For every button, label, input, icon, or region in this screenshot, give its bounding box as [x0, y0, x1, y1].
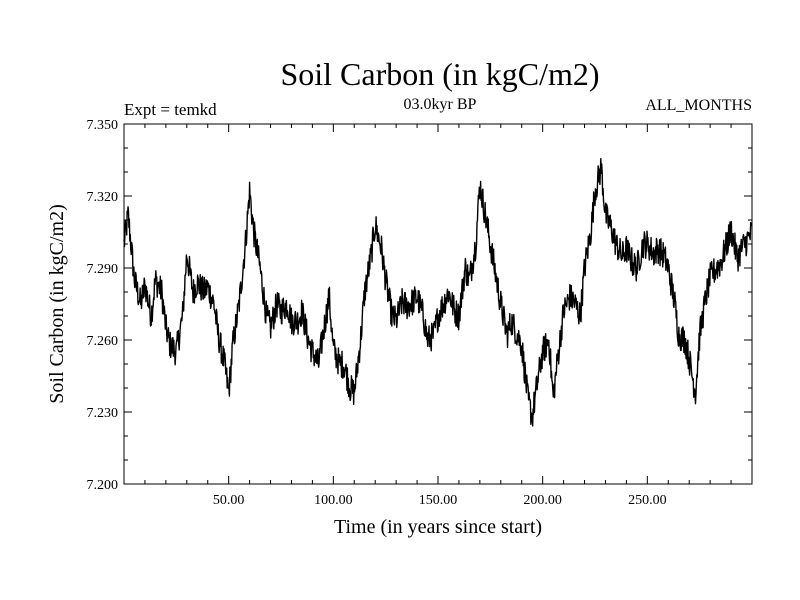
experiment-annotation: Expt = temkd: [124, 100, 217, 119]
x-tick-label: 100.00: [314, 493, 353, 508]
months-annotation: ALL_MONTHS: [645, 97, 752, 114]
x-tick-label: 50.00: [213, 493, 245, 508]
plot-frame: [123, 123, 753, 485]
series-layer: [123, 157, 753, 427]
y-tick-label: 7.350: [87, 118, 119, 133]
y-tick-label: 7.260: [87, 334, 119, 349]
series-line-0: [123, 157, 753, 427]
x-tick-label: 250.00: [628, 493, 667, 508]
y-tick-label: 7.200: [87, 478, 119, 493]
x-tick-label: 150.00: [419, 493, 458, 508]
x-axis-label: Time (in years since start): [334, 516, 542, 538]
y-tick-label: 7.230: [87, 406, 119, 421]
chart-subtitle: 03.0kyr BP: [404, 96, 477, 113]
tick-layer: 7.200 7.230 7.260 7.290 7.320 7.350 50.00 100.0…: [87, 118, 752, 508]
y-tick-label: 7.290: [87, 262, 119, 277]
x-tick-label: 200.00: [523, 493, 562, 508]
y-tick-label: 7.320: [87, 190, 119, 205]
y-axis-label: Soil Carbon (in kgC/m2): [46, 204, 68, 403]
chart-title: Soil Carbon (in kgC/m2): [280, 56, 599, 92]
